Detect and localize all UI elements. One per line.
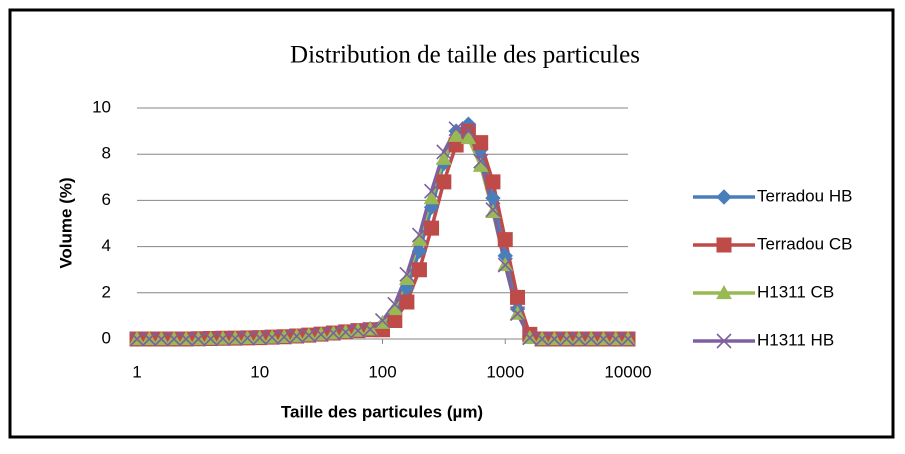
x-tick-label: 10	[250, 362, 269, 381]
data-point	[166, 331, 182, 347]
x-tick-label: 1000	[486, 362, 524, 381]
data-point	[411, 262, 427, 278]
data-point	[497, 232, 513, 248]
legend-label: Terradou CB	[757, 234, 852, 253]
data-point	[559, 331, 575, 347]
data-point	[485, 174, 501, 190]
y-tick-label: 10	[92, 97, 111, 116]
data-point	[473, 153, 489, 169]
data-point	[473, 135, 489, 151]
data-point	[595, 331, 612, 347]
data-point	[497, 257, 513, 273]
data-point	[423, 190, 440, 205]
data-point	[264, 329, 280, 345]
legend-marker	[716, 237, 732, 253]
data-point	[141, 331, 157, 347]
x-tick-label: 1	[132, 362, 141, 381]
data-point	[546, 331, 562, 347]
data-point	[436, 144, 452, 160]
data-point	[485, 202, 501, 218]
x-tick-label: 10000	[604, 362, 651, 381]
y-tick-label: 0	[102, 328, 111, 347]
legend-label: H1311 CB	[757, 282, 834, 301]
legend-marker	[716, 333, 732, 349]
data-point	[350, 323, 366, 339]
legend-marker	[716, 189, 732, 205]
legend-label: Terradou HB	[757, 186, 852, 205]
data-point	[436, 174, 452, 190]
x-axis-label: Taille des particules (µm)	[281, 402, 483, 421]
data-point	[448, 121, 464, 137]
data-point	[571, 331, 587, 347]
data-point	[411, 227, 428, 243]
data-point	[153, 331, 169, 347]
data-point	[252, 330, 268, 346]
data-point	[239, 330, 256, 346]
data-point	[534, 331, 550, 347]
data-point	[411, 243, 428, 259]
data-point	[374, 314, 391, 329]
data-point	[215, 330, 231, 347]
y-tick-label: 2	[102, 282, 111, 301]
data-point	[509, 306, 526, 322]
data-point	[583, 331, 599, 347]
data-point	[227, 330, 243, 346]
x-tick-label: 100	[368, 362, 396, 381]
data-point	[301, 327, 317, 343]
data-point	[325, 325, 341, 341]
data-point	[276, 329, 292, 345]
data-point	[460, 130, 477, 145]
data-point	[374, 312, 391, 329]
data-point	[608, 331, 624, 347]
data-point	[620, 331, 636, 347]
data-point	[460, 123, 476, 139]
y-axis-label: Volume (%)	[56, 177, 75, 268]
legend-label: H1311 HB	[757, 330, 834, 349]
data-point	[190, 331, 206, 347]
y-tick-label: 4	[102, 236, 111, 255]
data-point	[362, 321, 378, 337]
data-point	[435, 150, 452, 165]
data-point	[129, 331, 145, 347]
data-point	[399, 266, 415, 282]
legend-marker	[716, 284, 732, 300]
y-tick-label: 6	[102, 190, 111, 209]
data-point	[338, 324, 354, 340]
data-point	[203, 331, 219, 347]
y-tick-label: 8	[102, 144, 111, 163]
data-point	[448, 127, 464, 142]
data-point	[423, 183, 440, 199]
data-point	[424, 220, 440, 236]
chart-title: Distribution de taille des particules	[290, 42, 640, 69]
data-point	[289, 328, 305, 344]
chart-frame	[8, 8, 895, 439]
data-point	[313, 326, 329, 342]
data-point	[399, 294, 415, 310]
data-point	[522, 330, 538, 346]
data-point	[387, 313, 403, 329]
data-point	[485, 203, 501, 219]
data-point	[510, 289, 526, 305]
data-point	[387, 296, 403, 312]
data-point	[178, 331, 194, 347]
